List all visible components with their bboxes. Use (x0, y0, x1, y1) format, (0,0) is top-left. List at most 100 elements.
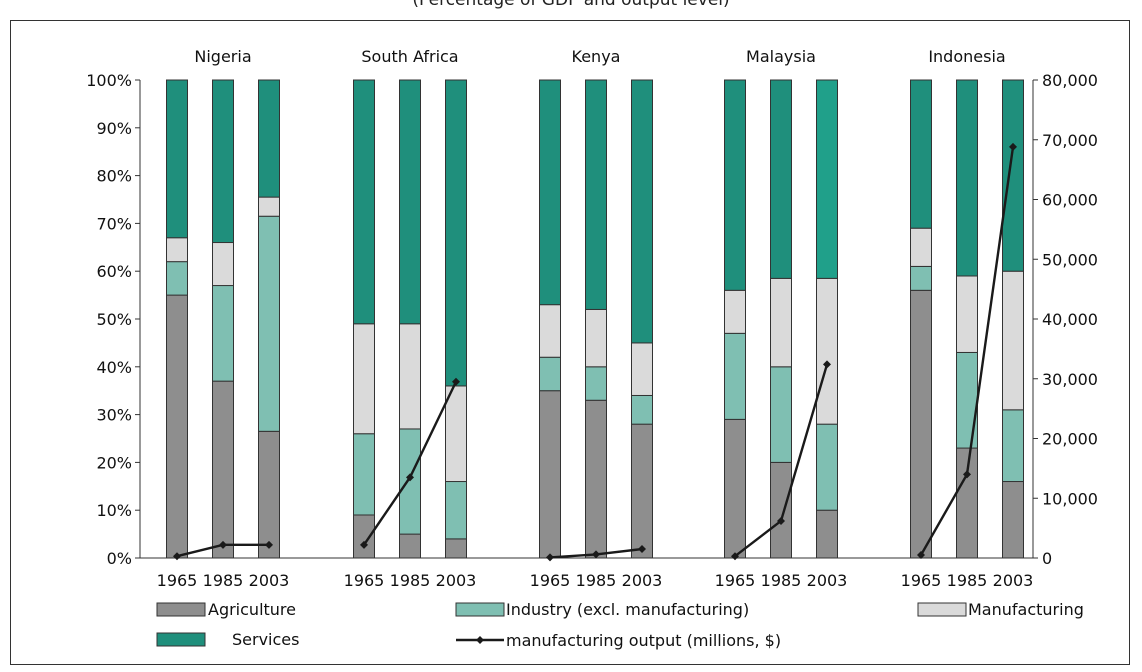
bar-segment-industry (770, 366, 792, 463)
year-label: 2003 (807, 571, 848, 590)
y-tick-label-left: 10% (96, 501, 132, 520)
bar-segment-services (724, 79, 746, 291)
year-label: 2003 (993, 571, 1034, 590)
legend-swatch-manufacturing (917, 602, 967, 617)
bar-segment-industry (910, 265, 932, 291)
bar-segment-agriculture (585, 399, 607, 559)
bar-segment-manufacturing (770, 277, 792, 368)
bar-segment-agriculture (816, 509, 838, 559)
bar-segment-services (770, 79, 792, 279)
y-tick-label-left: 80% (96, 167, 132, 186)
bar-segment-industry (631, 394, 653, 425)
bar-segment-services (816, 79, 838, 279)
country-label: Nigeria (194, 47, 251, 66)
bar-segment-industry (1002, 409, 1024, 483)
bar-segment-services (1002, 79, 1024, 272)
output-marker (360, 540, 368, 549)
bar-segment-agriculture (1002, 481, 1024, 559)
bar-segment-services (353, 79, 375, 325)
y-tick-label-left: 90% (96, 119, 132, 138)
country-label: South Africa (361, 47, 458, 66)
y-tick-label-left: 30% (96, 406, 132, 425)
legend-swatch-agriculture (156, 602, 206, 617)
output-marker (265, 540, 273, 549)
output-marker (452, 377, 460, 386)
bar-segment-services (166, 79, 188, 239)
y-tick-label-right: 40,000 (1042, 310, 1098, 329)
year-label: 2003 (622, 571, 663, 590)
bar-segment-manufacturing (166, 237, 188, 263)
bar-segment-agriculture (212, 380, 234, 559)
country-label: Indonesia (928, 47, 1005, 66)
bar-segment-industry (445, 481, 467, 540)
output-marker (823, 360, 831, 369)
year-label: 1985 (203, 571, 244, 590)
output-marker (406, 473, 414, 482)
bar-segment-manufacturing (585, 308, 607, 368)
legend-label-manufacturing: Manufacturing (968, 600, 1084, 619)
bar-segment-services (956, 79, 978, 277)
bar-segment-agriculture (353, 514, 375, 559)
y-tick-label-left: 0% (107, 549, 132, 568)
legend-swatch-industry (455, 602, 505, 617)
output-marker (219, 540, 227, 549)
y-tick-label-left: 50% (96, 310, 132, 329)
legend-label-industry: Industry (excl. manufacturing) (506, 600, 749, 619)
y-tick-label-right: 0 (1042, 549, 1052, 568)
bar-segment-manufacturing (631, 342, 653, 396)
legend-marker-output (476, 636, 484, 644)
bar-segment-agriculture (724, 418, 746, 559)
year-label: 2003 (436, 571, 477, 590)
bar-segment-industry (166, 261, 188, 296)
year-label: 1965 (530, 571, 571, 590)
y-tick-label-right: 50,000 (1042, 250, 1098, 269)
bar-segment-manufacturing (910, 227, 932, 267)
output-marker (546, 553, 554, 562)
bar-segment-manufacturing (353, 323, 375, 435)
y-tick-label-left: 40% (96, 358, 132, 377)
bar-segment-industry (585, 366, 607, 401)
bar-segment-services (631, 79, 653, 344)
y-tick-label-left: 20% (96, 453, 132, 472)
bar-segment-industry (258, 215, 280, 432)
y-tick-label-right: 70,000 (1042, 131, 1098, 150)
y-tick-label-right: 10,000 (1042, 489, 1098, 508)
year-label: 1985 (390, 571, 431, 590)
bar-segment-industry (399, 428, 421, 535)
year-label: 1965 (901, 571, 942, 590)
bar-segment-industry (816, 423, 838, 511)
bar-segment-agriculture (258, 430, 280, 559)
bar-segment-manufacturing (399, 323, 421, 430)
bar-segment-manufacturing (816, 277, 838, 425)
bar-segment-manufacturing (212, 242, 234, 287)
year-label: 1985 (947, 571, 988, 590)
year-label: 1965 (157, 571, 198, 590)
output-marker (731, 552, 739, 561)
top-caption: (Percentage of GDP and output level) (412, 0, 730, 10)
bar-segment-manufacturing (445, 385, 467, 483)
bar-segment-agriculture (910, 289, 932, 559)
bar-segment-agriculture (399, 533, 421, 559)
bar-segment-services (212, 79, 234, 244)
country-label: Malaysia (746, 47, 816, 66)
output-marker (173, 552, 181, 561)
y-tick-label-left: 70% (96, 214, 132, 233)
bar-segment-services (258, 79, 280, 198)
bar-segment-agriculture (770, 461, 792, 559)
bar-segment-industry (724, 332, 746, 420)
output-marker (963, 470, 971, 479)
output-marker (592, 550, 600, 559)
year-label: 1965 (715, 571, 756, 590)
bar-segment-services (910, 79, 932, 229)
bar-segment-agriculture (445, 538, 467, 559)
legend-label-agriculture: Agriculture (208, 600, 296, 619)
bar-segment-services (585, 79, 607, 310)
bar-segment-manufacturing (539, 304, 561, 358)
bar-segment-agriculture (166, 294, 188, 559)
bar-segment-industry (539, 356, 561, 392)
bar-segment-industry (212, 285, 234, 382)
bar-segment-industry (956, 351, 978, 449)
output-marker (917, 551, 925, 560)
output-marker (777, 516, 785, 525)
